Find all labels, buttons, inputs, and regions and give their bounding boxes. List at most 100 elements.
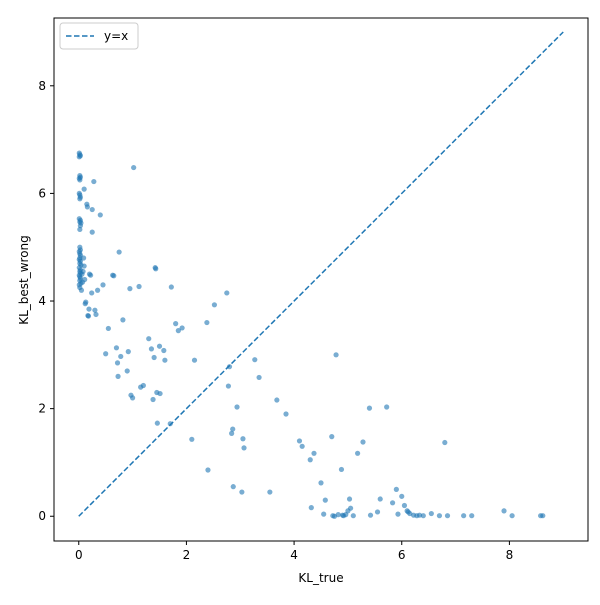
scatter-point (229, 430, 235, 436)
scatter-point (129, 395, 136, 401)
scatter-point (161, 347, 167, 354)
scatter-point (91, 178, 97, 185)
scatter-point (189, 436, 195, 442)
x-axis-ticks: 0 2 4 6 8 (75, 541, 513, 562)
scatter-point (81, 255, 87, 261)
x-tick-label: 2 (183, 548, 191, 562)
scatter-point (240, 436, 246, 442)
scatter-point (343, 512, 349, 518)
scatter-point (191, 357, 198, 363)
scatter-point (77, 196, 83, 202)
scatter-point (85, 313, 92, 319)
scatter-point (89, 290, 95, 296)
legend: y=x (59, 22, 139, 50)
scatter-point (131, 164, 137, 171)
scatter-point (95, 287, 101, 293)
scatter-point (366, 405, 373, 411)
y-tick-label: 4 (38, 294, 46, 308)
scatter-point (299, 443, 305, 449)
scatter-point (103, 351, 109, 357)
scatter-point (329, 434, 335, 440)
scatter-point (393, 486, 399, 492)
scatter-point (151, 354, 157, 361)
scatter-point (444, 513, 451, 519)
scatter-point (384, 404, 390, 410)
scatter-point (367, 512, 374, 518)
scatter-point (77, 177, 83, 183)
scatter-point (348, 505, 354, 511)
scatter-point (540, 513, 546, 519)
scatter-point (116, 249, 122, 255)
scatter-point (162, 357, 168, 363)
scatter-point (120, 317, 126, 323)
scatter-point (360, 439, 366, 445)
y-tick-label: 2 (38, 402, 46, 416)
scatter-point (118, 353, 124, 360)
scatter-point (338, 466, 345, 473)
scatter-point (469, 513, 475, 519)
scatter-point (93, 311, 99, 318)
scatter-point (322, 497, 328, 503)
scatter-point (374, 509, 381, 515)
x-tick-label: 6 (398, 548, 406, 562)
scatter-point (167, 421, 173, 427)
scatter-point (83, 299, 89, 305)
y-axis-ticks: 0 2 4 6 8 (38, 79, 54, 523)
scatter-point (78, 287, 85, 293)
scatter-point (436, 513, 443, 519)
legend-entry-label: y=x (104, 29, 128, 43)
scatter-point (395, 511, 401, 517)
scatter-point (173, 321, 179, 327)
scatter-point (136, 283, 142, 290)
scatter-point (154, 420, 160, 426)
scatter-point (105, 325, 111, 332)
scatter-points (76, 150, 546, 519)
reference-line-layer (78, 31, 564, 517)
scatter-point (88, 272, 94, 278)
scatter-point (230, 484, 236, 490)
scatter-point (230, 426, 236, 432)
scatter-point (377, 496, 383, 502)
scatter-point (307, 457, 313, 463)
scatter-point (241, 445, 247, 451)
scatter-point (346, 496, 353, 502)
scatter-point (211, 302, 218, 308)
scatter-point (77, 226, 83, 233)
scatter-point (224, 290, 230, 296)
y-tick-label: 6 (38, 186, 46, 200)
legend-box (59, 22, 139, 50)
scatter-point (89, 206, 95, 213)
scatter-point (239, 489, 245, 495)
scatter-point (428, 510, 434, 517)
scatter-point (156, 343, 163, 349)
x-tick-label: 8 (506, 548, 514, 562)
scatter-point (204, 319, 210, 326)
scatter-point (111, 273, 117, 279)
scatter-point (82, 276, 88, 283)
scatter-point (461, 513, 467, 519)
scatter-point (333, 352, 339, 358)
scatter-point (97, 212, 103, 218)
scatter-point (252, 357, 258, 363)
scatter-point (350, 513, 356, 519)
scatter-point (321, 511, 327, 517)
scatter-point (225, 383, 232, 389)
scatter-point (509, 513, 515, 519)
scatter-point (501, 508, 507, 514)
scatter-point (81, 263, 87, 269)
x-tick-label: 4 (290, 548, 298, 562)
scatter-point (308, 505, 314, 511)
scatter-point (146, 336, 152, 342)
scatter-point (420, 513, 426, 519)
scatter-point (92, 307, 98, 313)
scatter-point (157, 390, 163, 397)
y-axis-label: KL_best_wrong (17, 235, 31, 325)
scatter-point (205, 467, 211, 473)
scatter-point (80, 268, 86, 275)
scatter-point (84, 204, 90, 210)
scatter-point (81, 186, 87, 192)
scatter-point (335, 512, 341, 518)
y-tick-label: 8 (38, 79, 46, 93)
